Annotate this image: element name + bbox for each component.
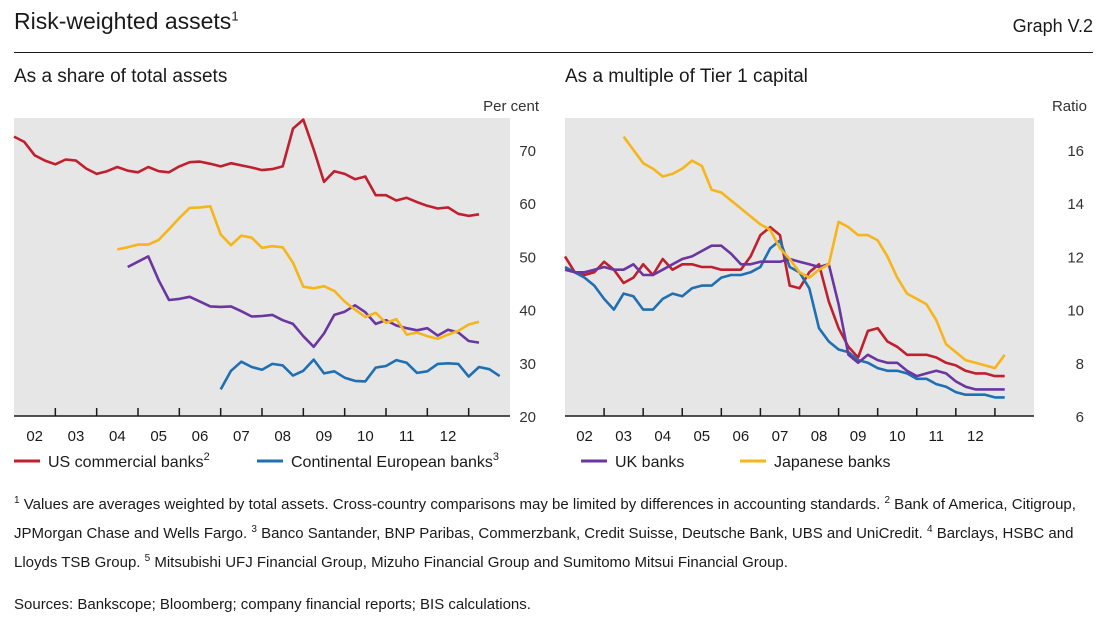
x-tick-label: 06: [192, 428, 209, 445]
footnote-number: 3: [251, 524, 257, 535]
footnote-text: Bank of America, Citigroup, JPMorgan Cha…: [14, 496, 1076, 542]
series-line-japanese-banks: [622, 135, 1006, 370]
footnote-number: 2: [884, 495, 891, 506]
footnote-text: Banco Santander, BNP Paribas, Commerzban…: [256, 525, 927, 542]
footnote: 3 Banco Santander, BNP Paribas, Commerzb…: [251, 524, 927, 542]
footnote-text: Values are averages weighted by total as…: [19, 496, 885, 513]
y-tick-label: 14: [1067, 196, 1084, 213]
panel-title: As a share of total assets: [14, 66, 227, 87]
y-tick-label: 10: [1067, 303, 1084, 320]
x-tick-label: 11: [929, 428, 945, 445]
y-tick-label: 6: [1076, 409, 1084, 426]
legend-label: Continental European banks3: [291, 451, 499, 471]
x-tick-label: 12: [440, 428, 457, 445]
x-tick-label: 12: [967, 428, 984, 445]
series-line-continental-european-banks: [219, 358, 501, 391]
plot-area-0: [14, 118, 510, 416]
footnotes: 1 Values are averages weighted by total …: [14, 488, 1094, 575]
sources: Sources: Bankscope; Bloomberg; company f…: [14, 596, 531, 613]
x-tick-label: 06: [733, 428, 750, 445]
y-tick-label: 50: [519, 249, 536, 266]
y-axis-label: Ratio: [1052, 98, 1087, 115]
footnote-text: Barclays, HSBC and Lloyds TSB Group.: [14, 525, 1074, 571]
footnote: 2 Bank of America, Citigroup, JPMorgan C…: [14, 495, 1076, 542]
y-tick-label: 40: [519, 303, 536, 320]
legend-label-text: Japanese banks: [774, 454, 891, 471]
y-tick-label: 60: [519, 196, 536, 213]
title-footnote-marker: 1: [231, 8, 239, 24]
footnote: 1 Values are averages weighted by total …: [14, 495, 885, 513]
legend-label: UK banks: [615, 454, 684, 471]
y-tick-label: 70: [519, 143, 536, 160]
footnote-number: 1: [14, 495, 20, 506]
series-group: [563, 135, 1006, 399]
y-tick-label: 12: [1067, 249, 1084, 266]
series-line-us-commercial-banks: [13, 118, 480, 218]
x-tick-label: 07: [233, 428, 250, 445]
x-tick-label: 04: [654, 428, 671, 445]
y-tick-label: 30: [519, 356, 536, 373]
x-tick-label: 09: [850, 428, 867, 445]
x-tick-label: 05: [150, 428, 167, 445]
legend-label: US commercial banks2: [48, 451, 210, 471]
panel-title: As a multiple of Tier 1 capital: [565, 66, 808, 87]
x-tick-label: 05: [693, 428, 710, 445]
x-tick-label: 02: [576, 428, 593, 445]
title-text: Risk-weighted assets: [14, 8, 232, 34]
x-tick-label: 11: [399, 428, 415, 445]
x-tick-label: 07: [772, 428, 789, 445]
legend-footnote-marker: 3: [493, 451, 499, 463]
legend-label-text: UK banks: [615, 454, 684, 471]
series-line-japanese-banks: [117, 205, 480, 341]
x-tick-label: 03: [615, 428, 632, 445]
footnote-text: Mitsubishi UFJ Financial Group, Mizuho F…: [150, 554, 788, 571]
x-tick-label: 09: [316, 428, 333, 445]
x-tick-label: 08: [811, 428, 828, 445]
legend-footnote-marker: 2: [204, 451, 210, 463]
x-tick-label: 03: [68, 428, 85, 445]
series-line-uk-banks: [564, 244, 1005, 391]
x-tick-label: 10: [357, 428, 374, 445]
footnote: 4 Barclays, HSBC and Lloyds TSB Group.: [14, 524, 1074, 571]
series-group: [13, 118, 501, 391]
graph-id: Graph V.2: [1012, 16, 1093, 36]
x-tick-label: 10: [889, 428, 906, 445]
y-tick-label: 8: [1076, 356, 1084, 373]
y-tick-label: 16: [1067, 143, 1084, 160]
footnote-number: 5: [144, 553, 151, 564]
x-tick-label: 08: [274, 428, 291, 445]
footnote: 5 Mitsubishi UFJ Financial Group, Mizuho…: [144, 553, 788, 571]
legend-label-text: US commercial banks: [48, 454, 204, 471]
footnote-number: 4: [926, 524, 933, 535]
x-tick-label: 02: [26, 428, 43, 445]
y-tick-label: 20: [519, 409, 536, 426]
x-tick-label: 04: [109, 428, 126, 445]
page-title: Risk-weighted assets1: [14, 8, 239, 35]
series-line-uk-banks: [127, 255, 480, 349]
header: Risk-weighted assets1 Graph V.2: [14, 4, 1093, 53]
legend-label: Japanese banks: [774, 454, 891, 471]
y-axis-label: Per cent: [483, 98, 540, 115]
legend-label-text: Continental European banks: [291, 454, 493, 471]
